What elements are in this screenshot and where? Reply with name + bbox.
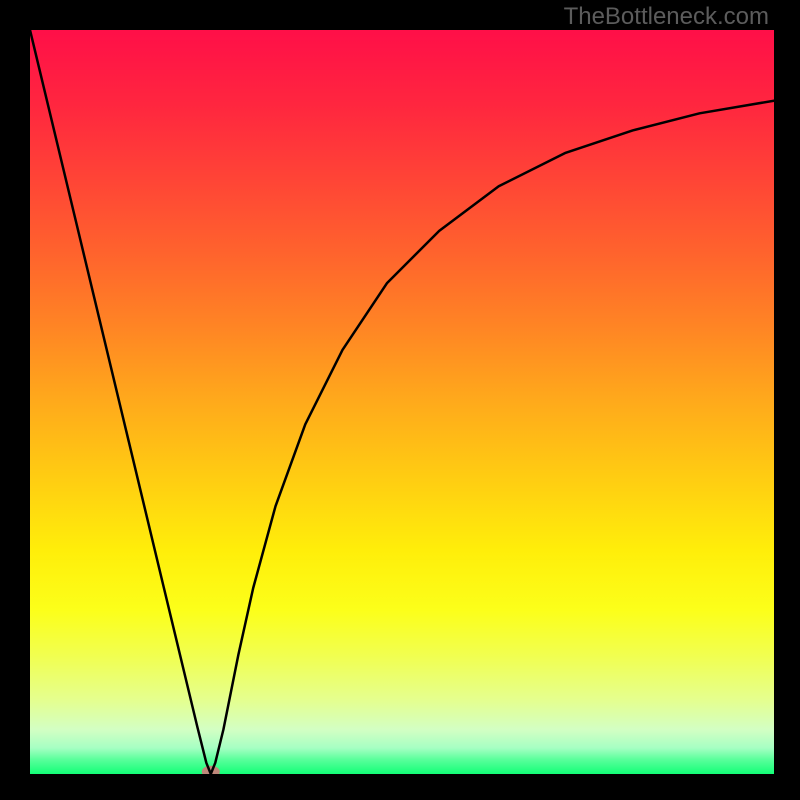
- chart-background: [30, 30, 774, 774]
- bottleneck-chart: [30, 30, 774, 774]
- watermark-text: TheBottleneck.com: [564, 3, 769, 31]
